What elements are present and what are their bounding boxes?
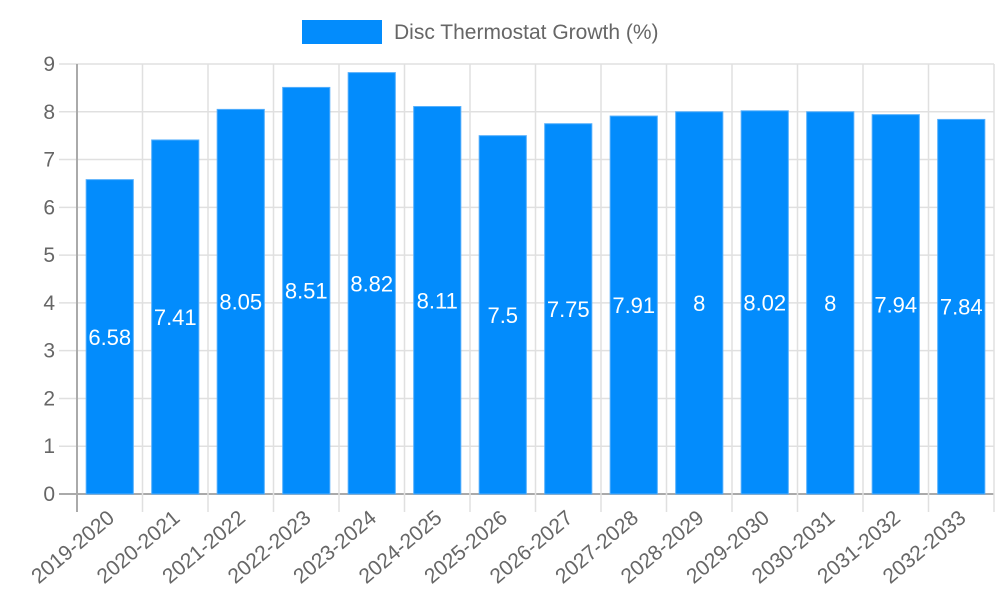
gridlines <box>59 63 995 512</box>
bar[interactable] <box>85 179 134 495</box>
x-axis: 2019-20202020-20212021-20222022-20232023… <box>27 506 970 588</box>
bar[interactable] <box>544 123 593 495</box>
data-labels: 6.58 7.41 8.05 8.51 8.82 8.11 7.5 7.75 7.91 8 8.02… <box>88 271 982 350</box>
legend-label: Disc Thermostat Growth (%) <box>394 21 659 44</box>
y-tick-label: 9 <box>43 53 55 76</box>
data-label: 8.05 <box>219 290 262 315</box>
data-label: 7.41 <box>154 305 197 330</box>
bar[interactable] <box>937 118 986 495</box>
bar[interactable] <box>413 106 462 495</box>
y-tick-label: 0 <box>43 483 55 506</box>
y-tick-label: 2 <box>43 387 55 410</box>
bar-series <box>85 72 986 495</box>
bar[interactable] <box>609 115 658 495</box>
data-label: 8.51 <box>285 279 328 304</box>
bar[interactable] <box>282 86 331 495</box>
bar[interactable] <box>151 139 200 495</box>
y-tick-label: 6 <box>43 196 55 219</box>
data-label: 8 <box>693 291 705 316</box>
data-label: 8.82 <box>350 271 393 296</box>
data-label: 7.5 <box>487 303 518 328</box>
data-label: 8.11 <box>417 288 458 313</box>
data-label: 7.94 <box>874 292 917 317</box>
y-tick-label: 1 <box>43 435 55 458</box>
y-tick-label: 5 <box>43 244 55 267</box>
y-axis: 0 1 2 3 4 5 6 7 8 9 <box>43 53 55 506</box>
legend-swatch <box>302 20 382 44</box>
y-tick-label: 3 <box>43 340 55 363</box>
data-label: 7.75 <box>547 297 590 322</box>
y-tick-label: 8 <box>43 101 55 124</box>
y-tick-label: 4 <box>43 292 55 315</box>
data-label: 7.84 <box>940 295 983 320</box>
legend[interactable]: Disc Thermostat Growth (%) <box>302 20 659 44</box>
data-label: 8 <box>824 291 836 316</box>
bar[interactable] <box>740 110 789 495</box>
bar[interactable] <box>806 111 855 495</box>
data-label: 8.02 <box>743 290 786 315</box>
bar[interactable] <box>675 111 724 495</box>
bar[interactable] <box>871 114 920 495</box>
bar[interactable] <box>347 72 396 495</box>
data-label: 7.91 <box>612 293 655 318</box>
bar[interactable] <box>216 108 265 495</box>
bar[interactable] <box>478 135 527 495</box>
y-tick-label: 7 <box>43 149 55 172</box>
data-label: 6.58 <box>88 325 131 350</box>
